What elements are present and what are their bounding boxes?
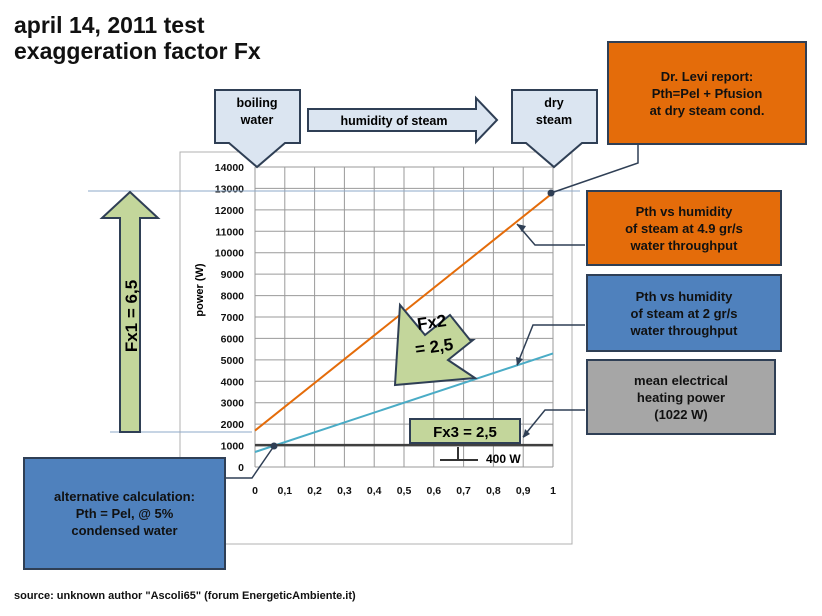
x-tick-label: 0 — [252, 485, 258, 497]
series-line-2 — [254, 352, 554, 453]
x-tick-label: 0,4 — [367, 485, 382, 497]
title-line-1: april 14, 2011 test — [14, 12, 205, 38]
y-tick-label: 6000 — [221, 333, 245, 345]
boiling-label-line2: water — [240, 113, 274, 127]
y-tick-label: 13000 — [215, 183, 244, 195]
dry-label-line1: dry — [544, 96, 564, 110]
y-tick-label: 14000 — [215, 162, 244, 174]
y-tick-label: 0 — [238, 462, 244, 474]
pth2-arrowhead — [516, 357, 523, 366]
humidity-label: humidity of steam — [341, 114, 448, 128]
x-tick-label: 0,6 — [426, 485, 441, 497]
y-tick-label: 10000 — [215, 248, 244, 260]
y-tick-label: 8000 — [221, 291, 245, 303]
x-tick-label: 0,8 — [486, 485, 501, 497]
levi-callout: Dr. Levi report: Pth=Pel + Pfusion at dr… — [607, 41, 807, 145]
fx3-box — [409, 418, 521, 444]
alt-point — [270, 442, 278, 450]
mean-connector — [522, 409, 585, 438]
y-tick-label: 4000 — [221, 376, 245, 388]
y-tick-label: 3000 — [221, 398, 245, 410]
pth49-arrowhead — [517, 224, 526, 232]
y-tick-label: 7000 — [221, 312, 245, 324]
fx2-arrow — [393, 302, 478, 387]
title-line-2: exaggeration factor Fx — [14, 38, 261, 64]
w400-label: 400 W — [486, 452, 521, 466]
pth49-callout: Pth vs humidity of steam at 4.9 gr/s wat… — [586, 190, 782, 266]
levi-connector — [550, 145, 639, 194]
y-tick-label: 12000 — [215, 205, 244, 217]
y-tick-label: 2000 — [221, 419, 245, 431]
x-tick-label: 0,7 — [456, 485, 471, 497]
mean-arrowhead — [523, 429, 530, 438]
alt-connector — [226, 445, 275, 479]
y-tick-label: 1000 — [221, 441, 245, 453]
alt-callout: alternative calculation: Pth = Pel, @ 5%… — [23, 457, 226, 570]
mean-callout: mean electrical heating power (1022 W) — [586, 359, 776, 435]
fx1-arrow — [99, 190, 161, 433]
levi-point — [547, 189, 555, 197]
x-tick-label: 0,9 — [516, 485, 531, 497]
x-tick-label: 0,1 — [277, 485, 292, 497]
dry-label-line2: steam — [536, 113, 572, 127]
y-tick-label: 5000 — [221, 355, 245, 367]
dry-steam-arrow — [511, 89, 598, 169]
y-axis-label: power (W) — [194, 263, 206, 316]
x-tick-label: 1 — [550, 485, 556, 497]
x-tick-label: 0,3 — [337, 485, 352, 497]
pth49-connector — [516, 223, 585, 246]
pth2-callout: Pth vs humidity of steam at 2 gr/s water… — [586, 274, 782, 352]
boiling-water-arrow — [214, 89, 301, 169]
source-note: source: unknown author "Ascoli65" (forum… — [14, 590, 356, 602]
boiling-label-line1: boiling — [237, 96, 278, 110]
x-tick-label: 0,2 — [307, 485, 322, 497]
pth2-connector — [516, 324, 585, 366]
y-tick-label: 9000 — [221, 269, 245, 281]
y-tick-label: 11000 — [215, 226, 244, 238]
fx3-label: Fx3 = 2,5 — [433, 424, 497, 441]
fx2-label-a: Fx2 — [416, 311, 448, 334]
x-tick-label: 0,5 — [397, 485, 412, 497]
humidity-arrow — [307, 95, 499, 145]
fx1-label: Fx1 = 6,5 — [122, 280, 141, 352]
